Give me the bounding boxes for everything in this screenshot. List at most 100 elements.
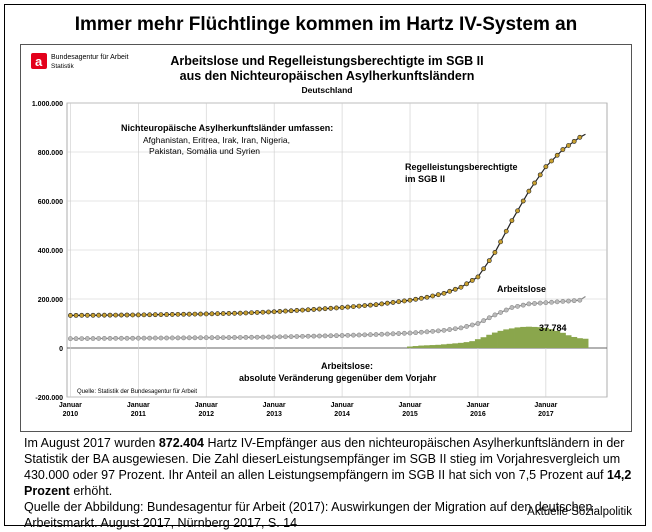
logo-mark-icon — [31, 53, 47, 69]
series-point-0 — [294, 308, 300, 313]
series-point-1 — [243, 334, 249, 340]
series-point-1 — [300, 333, 305, 339]
series-point-1 — [566, 298, 571, 304]
bar — [480, 337, 487, 348]
series-point-1 — [186, 335, 192, 341]
series-point-1 — [334, 333, 339, 339]
bar — [474, 339, 481, 348]
series-point-0 — [90, 312, 96, 318]
series-point-1 — [277, 334, 283, 340]
series-point-0 — [226, 311, 232, 316]
series-point-1 — [96, 336, 102, 341]
series-point-1 — [113, 335, 119, 341]
series-point-1 — [554, 299, 560, 305]
bar — [542, 327, 549, 348]
series-point-0 — [577, 134, 583, 140]
series-point-0 — [492, 250, 498, 255]
series-point-1 — [107, 336, 113, 341]
series-point-1 — [198, 335, 203, 341]
series-point-1 — [481, 318, 487, 324]
bar — [559, 332, 566, 348]
series-point-0 — [107, 312, 113, 318]
bar — [554, 330, 561, 348]
caption-bold-2: 14,2 Prozent — [24, 468, 632, 498]
series-point-1 — [169, 335, 175, 341]
series-point-1 — [288, 334, 294, 340]
chart-title: Arbeitslose und Regelleistungsberechtigt… — [170, 54, 483, 68]
series-point-0 — [169, 312, 175, 317]
series-point-1 — [475, 321, 481, 326]
series-point-1 — [458, 325, 464, 331]
series-point-0 — [373, 302, 379, 308]
series-point-0 — [73, 312, 79, 318]
bar — [503, 329, 510, 348]
series-point-0 — [537, 172, 543, 178]
series-point-0 — [469, 277, 475, 283]
series-point-0 — [141, 312, 147, 318]
series-point-0 — [158, 312, 164, 317]
line-series — [67, 133, 586, 342]
chart-source: Quelle: Statistik der Bundesagentur für … — [77, 389, 197, 395]
x-tick-label-year: 2010 — [63, 411, 79, 418]
x-tick-label-year: 2016 — [470, 411, 486, 418]
series-point-1 — [515, 303, 520, 309]
series-point-1 — [118, 335, 124, 341]
bar — [497, 330, 504, 348]
bar-series — [407, 326, 589, 348]
bar — [486, 334, 493, 348]
series-point-0 — [283, 308, 288, 314]
series-point-0 — [509, 218, 515, 223]
series-point-1 — [305, 333, 311, 339]
caption-bold-1: 872.404 — [158, 436, 204, 450]
series-point-0 — [554, 152, 560, 158]
y-tick-label: -200.000 — [35, 395, 63, 402]
series-point-1 — [571, 298, 577, 304]
series-point-1 — [294, 334, 300, 339]
series-point-0 — [113, 312, 119, 318]
x-tick-label-year: 2015 — [402, 411, 418, 418]
y-tick-label: 800.000 — [38, 150, 63, 157]
series-point-1 — [73, 336, 79, 342]
y-tick-label: 1.000.000 — [32, 101, 63, 108]
series-point-1 — [543, 300, 549, 306]
series-label-arbeitslose: Arbeitslose — [497, 284, 546, 294]
series-point-0 — [430, 293, 436, 299]
series-point-1 — [503, 307, 509, 313]
series-point-1 — [486, 315, 492, 321]
chart-svg: a Bundesagentur für Arbeit Statistik Arb… — [31, 53, 608, 418]
bar — [520, 326, 527, 348]
series-point-1 — [328, 333, 334, 339]
series-point-0 — [237, 310, 243, 316]
series-point-1 — [311, 333, 317, 339]
annotation-line-1: Afghanistan, Eritrea, Irak, Iran, Nigeri… — [143, 135, 290, 145]
series-point-0 — [384, 300, 390, 306]
series-point-0 — [475, 274, 481, 280]
series-point-0 — [271, 309, 277, 315]
bar — [440, 344, 447, 348]
series-point-0 — [181, 311, 187, 317]
caption-text-1: Im August 2017 wurden — [24, 436, 159, 450]
series-point-1 — [498, 310, 503, 315]
series-point-0 — [571, 138, 577, 144]
annotation-line-2: Pakistan, Somalia und Syrien — [149, 146, 260, 156]
series-point-0 — [164, 312, 170, 317]
bar — [424, 345, 430, 348]
series-point-0 — [339, 305, 345, 310]
series-point-0 — [367, 302, 373, 308]
bars-label-2: absolute Veränderung gegenüber dem Vorja… — [239, 373, 437, 383]
chart-subtitle: aus den Nichteuropäischen Asylherkunftsl… — [180, 69, 475, 83]
series-point-1 — [135, 335, 141, 341]
series-point-0 — [566, 143, 571, 148]
series-point-0 — [390, 300, 396, 305]
series-point-0 — [435, 292, 441, 298]
series-point-0 — [305, 307, 311, 313]
series-point-0 — [232, 310, 237, 316]
series-point-1 — [464, 324, 470, 329]
series-point-1 — [492, 312, 498, 318]
bar — [469, 341, 476, 348]
series-point-0 — [67, 313, 73, 318]
series-point-1 — [158, 335, 164, 341]
x-axis: Januar 2010 Januar 2011 Januar 2012 Januar 2013… — [59, 402, 558, 418]
series-point-0 — [311, 307, 317, 312]
x-tick-label-month: Januar — [59, 402, 82, 409]
